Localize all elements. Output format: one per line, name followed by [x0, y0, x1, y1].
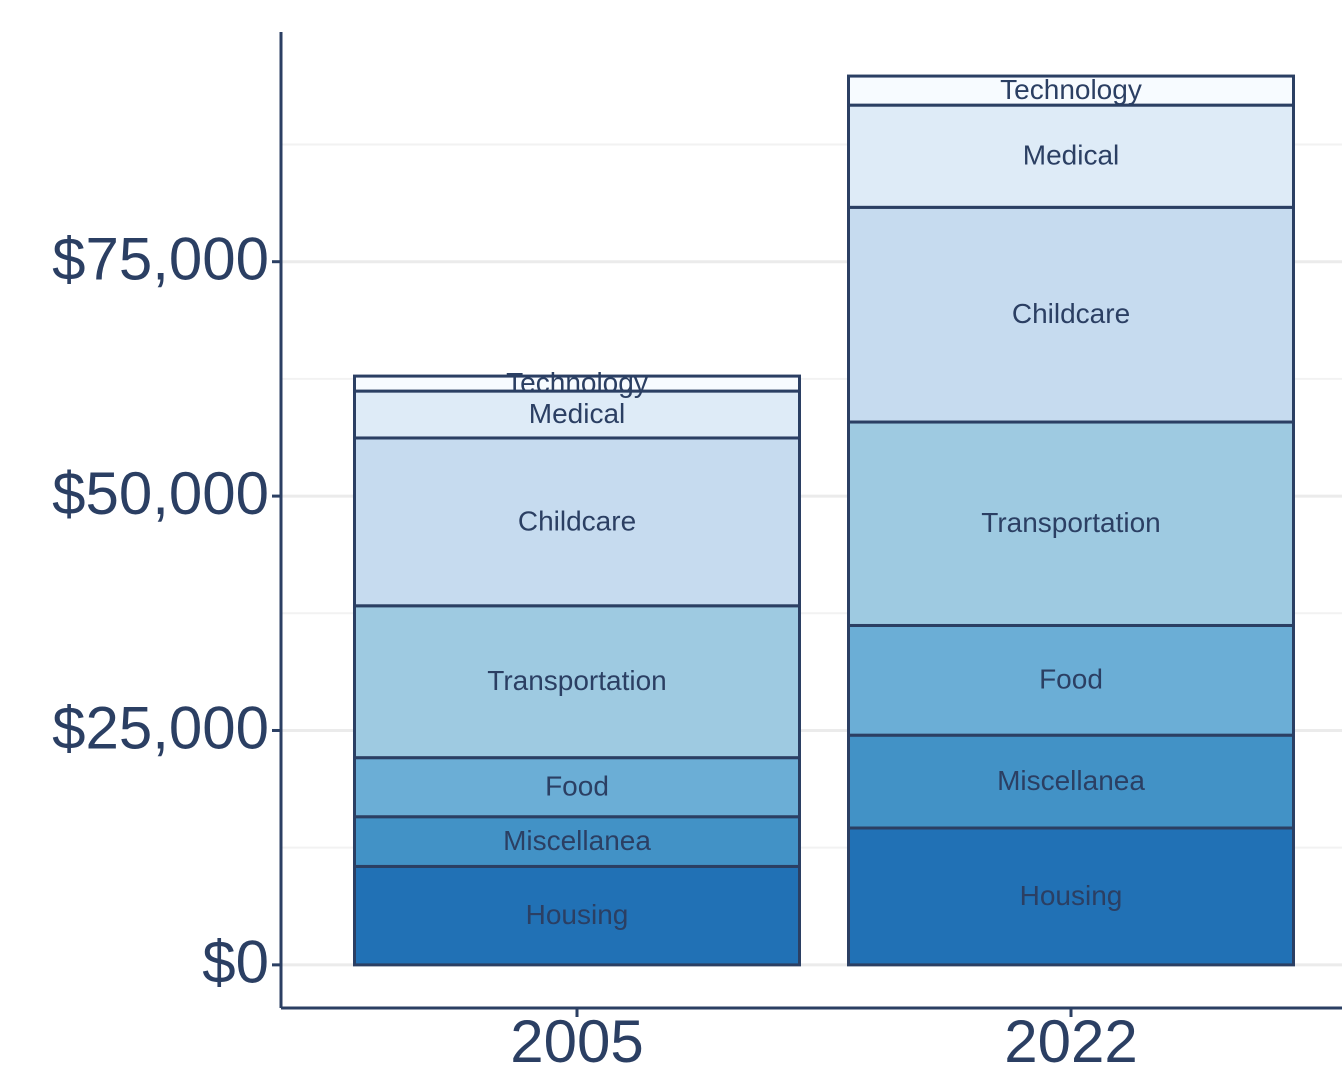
segment-label: Housing: [526, 899, 629, 930]
segment-label: Transportation: [981, 507, 1161, 538]
bar-segment: [353, 864, 801, 967]
bar-segment: [847, 733, 1295, 830]
segment-label: Food: [545, 771, 609, 802]
segment-label: Medical: [529, 398, 625, 429]
y-tick-label: $25,000: [52, 694, 269, 761]
bar-segment: [847, 623, 1295, 737]
bar-segment: [353, 389, 801, 440]
segment-label: Childcare: [518, 505, 636, 536]
bar-segment: [847, 205, 1295, 424]
x-tick-label: 2005: [510, 1008, 643, 1072]
bar-segment: [847, 74, 1295, 107]
segment-label: Childcare: [1012, 298, 1130, 329]
segment-label: Housing: [1020, 880, 1123, 911]
segment-label: Technology: [1000, 74, 1142, 105]
segment-label: Transportation: [487, 665, 667, 696]
x-tick-label: 2022: [1004, 1008, 1137, 1072]
y-tick-label: $50,000: [52, 460, 269, 527]
bar-segment: [353, 436, 801, 608]
segment-label: Miscellanea: [503, 825, 651, 856]
bar-segment: [847, 103, 1295, 209]
segment-label: Miscellanea: [997, 765, 1145, 796]
y-tick-label: $75,000: [52, 226, 269, 293]
segment-label: Medical: [1023, 140, 1119, 171]
bar-segment: [847, 420, 1295, 627]
segment-label: Food: [1039, 664, 1103, 695]
segment-label: Technology: [506, 367, 648, 398]
bar-segment: [353, 374, 801, 393]
y-tick-label: $0: [202, 929, 269, 996]
